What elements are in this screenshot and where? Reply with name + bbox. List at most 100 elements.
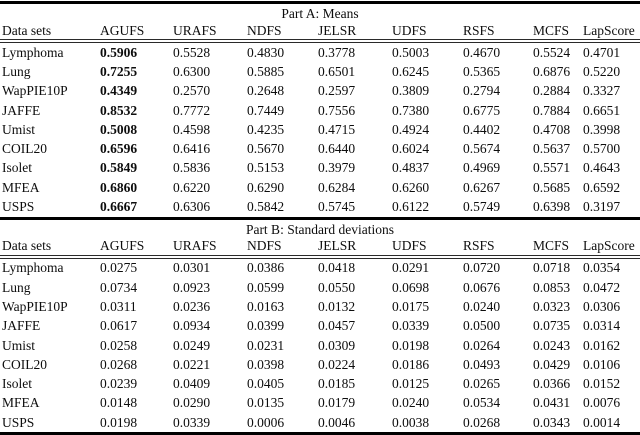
table-row: Isolet 0.5849 0.5836 0.5153 0.3979 0.4837 0.49… <box>0 159 640 178</box>
method-column-header: NDFS <box>247 237 318 259</box>
cell-value: 0.0249 <box>173 337 211 353</box>
cell-value: 0.3998 <box>583 121 621 137</box>
cell-value: 0.0698 <box>392 279 430 295</box>
cell-value: 0.5637 <box>533 141 571 157</box>
table-row: Isolet 0.0239 0.0409 0.0405 0.0185 0.0125 0.02… <box>0 374 640 393</box>
cell-value: 0.5571 <box>533 160 571 176</box>
dataset-name: MFEA <box>2 179 40 195</box>
cell-value: 0.0339 <box>173 414 211 430</box>
cell-value: 0.4708 <box>533 121 571 137</box>
part-data-table: Data sets AGUFS URAFS NDFS JELSR UDFS RSFS MCFS… <box>0 237 640 433</box>
cell-value: 0.6440 <box>318 141 356 157</box>
method-column-header: MCFS <box>533 22 583 43</box>
cell-value: 0.5906 <box>100 44 138 60</box>
cell-value: 0.0175 <box>392 298 430 314</box>
cell-value: 0.0399 <box>247 318 285 334</box>
dataset-name: WapPIE10P <box>2 83 68 99</box>
table-row: USPS 0.6667 0.6306 0.5842 0.5745 0.6122 0.5749… <box>0 197 640 216</box>
dataset-name: Umist <box>2 121 36 137</box>
method-column-header: AGUFS <box>100 237 173 259</box>
cell-value: 0.0309 <box>318 337 356 353</box>
cell-value: 0.0323 <box>533 298 571 314</box>
method-column-header: URAFS <box>173 237 247 259</box>
cell-value: 0.0162 <box>583 337 621 353</box>
method-column-header: MCFS <box>533 237 583 259</box>
cell-value: 0.0163 <box>247 298 285 314</box>
cell-value: 0.5003 <box>392 44 430 60</box>
cell-value: 0.0418 <box>318 260 356 276</box>
cell-value: 0.6398 <box>533 199 571 215</box>
cell-value: 0.0240 <box>392 395 430 411</box>
cell-value: 0.4643 <box>583 160 621 176</box>
cell-value: 0.4235 <box>247 121 285 137</box>
method-column-header: RSFS <box>463 237 533 259</box>
cell-value: 0.2597 <box>318 83 356 99</box>
cell-value: 0.0617 <box>100 318 138 334</box>
cell-value: 0.0290 <box>173 395 211 411</box>
method-column-header: JELSR <box>318 237 392 259</box>
table-row: COIL20 0.0268 0.0221 0.0398 0.0224 0.0186 0.04… <box>0 355 640 374</box>
cell-value: 0.3979 <box>318 160 356 176</box>
cell-value: 0.0076 <box>583 395 621 411</box>
part-data-table: Data sets AGUFS URAFS NDFS JELSR UDFS RSFS MCFS… <box>0 22 640 217</box>
cell-value: 0.5849 <box>100 160 138 176</box>
cell-value: 0.0398 <box>247 356 285 372</box>
cell-value: 0.5700 <box>583 141 621 157</box>
cell-value: 0.0106 <box>583 356 621 372</box>
dataset-name: JAFFE <box>2 102 41 118</box>
dataset-name: Umist <box>2 337 36 353</box>
cell-value: 0.0231 <box>247 337 285 353</box>
method-column-header: JELSR <box>318 22 392 43</box>
cell-value: 0.5008 <box>100 121 138 137</box>
cell-value: 0.0934 <box>173 318 211 334</box>
method-column-header: UDFS <box>392 22 463 43</box>
cell-value: 0.0853 <box>533 279 571 295</box>
cell-value: 0.0306 <box>583 298 621 314</box>
table-row: MFEA 0.0148 0.0290 0.0135 0.0179 0.0240 0.0534… <box>0 394 640 413</box>
cell-value: 0.6024 <box>392 141 430 157</box>
method-column-header: LapScore <box>583 237 640 259</box>
cell-value: 0.6596 <box>100 141 138 157</box>
table-row: JAFFE 0.0617 0.0934 0.0399 0.0457 0.0339 0.050… <box>0 317 640 336</box>
cell-value: 0.0243 <box>533 337 571 353</box>
top-rule <box>0 1 640 4</box>
cell-value: 0.0038 <box>392 414 430 430</box>
cell-value: 0.6300 <box>173 63 211 79</box>
cell-value: 0.4969 <box>463 160 501 176</box>
cell-value: 0.0405 <box>247 376 285 392</box>
cell-value: 0.0179 <box>318 395 356 411</box>
cell-value: 0.0239 <box>100 376 138 392</box>
cell-value: 0.0923 <box>173 279 211 295</box>
cell-value: 0.0500 <box>463 318 501 334</box>
cell-value: 0.5524 <box>533 44 571 60</box>
cell-value: 0.0343 <box>533 414 571 430</box>
cell-value: 0.0534 <box>463 395 501 411</box>
cell-value: 0.5842 <box>247 199 285 215</box>
part-title: Part A: Means <box>281 6 359 21</box>
cell-value: 0.5685 <box>533 179 571 195</box>
cell-value: 0.0198 <box>100 414 138 430</box>
cell-value: 0.4830 <box>247 44 285 60</box>
method-column-header: URAFS <box>173 22 247 43</box>
cell-value: 0.0264 <box>463 337 501 353</box>
method-column-header: UDFS <box>392 237 463 259</box>
cell-value: 0.0311 <box>100 298 137 314</box>
dataset-name: MFEA <box>2 395 40 411</box>
cell-value: 0.6501 <box>318 63 356 79</box>
cell-value: 0.5670 <box>247 141 285 157</box>
table-row: Lymphoma 0.5906 0.5528 0.4830 0.3778 0.5003 0.… <box>0 41 640 62</box>
cell-value: 0.0152 <box>583 376 621 392</box>
method-column-header: RSFS <box>463 22 533 43</box>
cell-value: 0.3327 <box>583 83 621 99</box>
cell-value: 0.0265 <box>463 376 501 392</box>
table-row: Umist 0.0258 0.0249 0.0231 0.0309 0.0198 0.026… <box>0 336 640 355</box>
cell-value: 0.0386 <box>247 260 285 276</box>
cell-value: 0.0718 <box>533 260 571 276</box>
datasets-column-header: Data sets <box>0 22 100 43</box>
cell-value: 0.0135 <box>247 395 285 411</box>
cell-value: 0.0236 <box>173 298 211 314</box>
cell-value: 0.0291 <box>392 260 430 276</box>
cell-value: 0.0240 <box>463 298 501 314</box>
dataset-name: Lymphoma <box>2 44 64 60</box>
cell-value: 0.0734 <box>100 279 138 295</box>
